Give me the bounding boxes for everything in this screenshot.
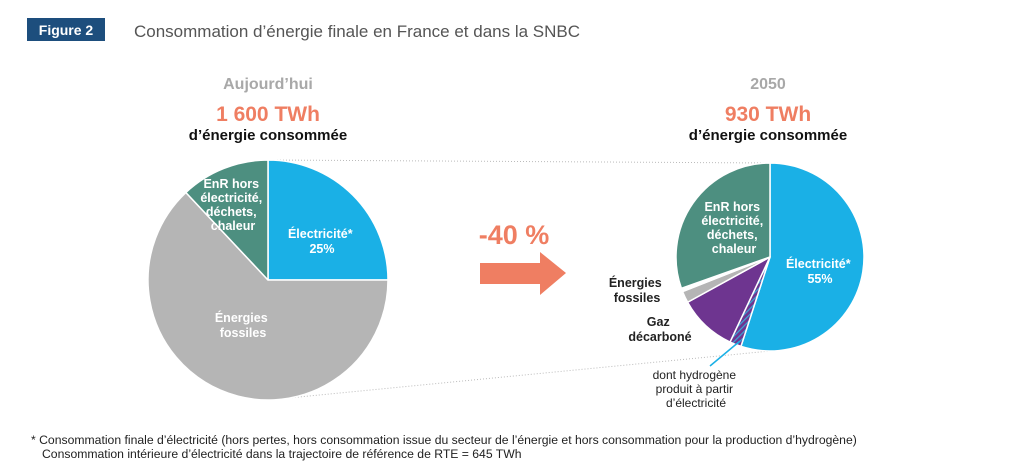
pie-today-slice-electricite xyxy=(267,159,389,281)
footnote-line-1: * Consommation finale d’électricité (hor… xyxy=(31,433,857,447)
right-period-label: 2050 xyxy=(750,76,786,93)
footnote: * Consommation finale d’électricité (hor… xyxy=(31,433,857,461)
left-total-sub: d’énergie consommée xyxy=(189,127,347,144)
pie-today-slice-enr xyxy=(185,159,269,281)
arrow-right-icon xyxy=(480,252,566,295)
left-label-electricite: Électricité* 25% xyxy=(288,226,356,256)
pie-today-slice-fossiles xyxy=(147,191,389,401)
pie-2050-slice-electricite xyxy=(740,162,865,352)
pie-2050 xyxy=(675,162,865,352)
figure-title: Consommation d’énergie finale en France … xyxy=(134,22,581,41)
right-label-gaz-decarbone: Gaz décarboné xyxy=(628,315,691,344)
right-total-value: 930 TWh xyxy=(725,103,811,126)
right-label-hydrogene: dont hydrogène produit à partir d’électr… xyxy=(653,368,740,410)
left-label-enr: EnR hors électricité, déchets, chaleur xyxy=(200,177,265,233)
figure-badge: Figure 2 xyxy=(27,18,105,41)
right-total-sub: d’énergie consommée xyxy=(689,127,847,144)
left-total-value: 1 600 TWh xyxy=(216,103,320,126)
connector-bottom xyxy=(267,350,771,401)
change-label: -40 % xyxy=(479,220,550,250)
footnote-line-2: Consommation intérieure d’électricité da… xyxy=(42,447,522,461)
right-label-electricite: Électricité* 55% xyxy=(786,256,854,286)
pie-2050-slice-enr xyxy=(675,162,771,290)
left-period-label: Aujourd’hui xyxy=(223,76,313,93)
left-label-fossiles: Énergies fossiles xyxy=(215,310,271,340)
right-label-enr: EnR hors électricité, déchets, chaleur xyxy=(701,200,766,256)
pie-today xyxy=(147,159,389,401)
right-label-fossiles: Énergies fossiles xyxy=(609,275,665,305)
connector-top xyxy=(267,159,771,164)
hydrogene-callout-line xyxy=(709,340,741,367)
